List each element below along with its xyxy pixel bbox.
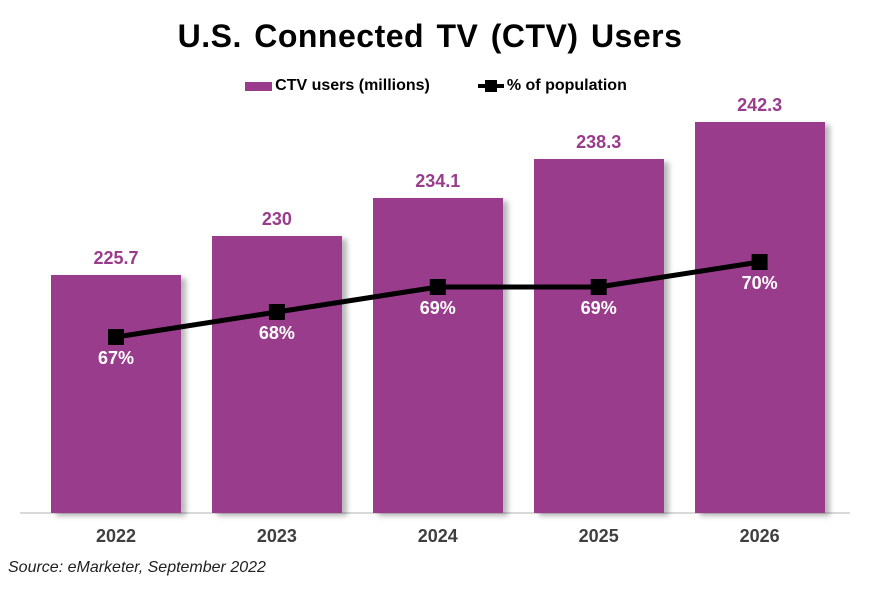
bar-value-label-2022: 225.7 [93, 248, 139, 269]
x-axis-line [20, 512, 850, 514]
bar-2024 [372, 197, 503, 513]
x-tick-label-2025: 2025 [578, 526, 619, 546]
bar-value-label-2024: 234.1 [415, 170, 461, 191]
bar-2025 [533, 158, 664, 513]
pct-label-2025: 69% [580, 298, 617, 318]
legend: CTV users (millions) % of population [0, 77, 872, 95]
pct-label-2024: 69% [419, 298, 456, 318]
pct-label-2026: 70% [741, 273, 778, 293]
pct-label-2022: 67% [97, 348, 135, 368]
bar-value-label-2023: 230 [261, 208, 292, 229]
line-marker-square [484, 80, 497, 92]
x-tick-label-2023: 2023 [256, 526, 297, 546]
bar-swatch-icon [245, 81, 273, 91]
legend-item-line: % of population [477, 77, 627, 95]
source-note: Source: eMarketer, September 2022 [8, 559, 266, 576]
line-marker-icon [477, 79, 504, 93]
x-tick-label-2022: 2022 [95, 526, 137, 546]
legend-label-line: % of population [506, 77, 627, 94]
x-tick-label-2026: 2026 [739, 526, 780, 546]
bar-value-label-2026: 242.3 [737, 94, 783, 115]
chart-title: U.S. Connected TV (CTV) Users [177, 18, 683, 54]
bar-2023 [211, 235, 342, 513]
pct-label-2023: 68% [258, 323, 295, 343]
x-tick-label-2024: 2024 [417, 526, 458, 546]
legend-item-bars: CTV users (millions) [245, 77, 430, 95]
bar-2022 [51, 275, 181, 513]
legend-label-bars: CTV users (millions) [275, 77, 430, 94]
bar-2026 [694, 121, 825, 513]
bar-value-label-2025: 238.3 [576, 131, 622, 152]
